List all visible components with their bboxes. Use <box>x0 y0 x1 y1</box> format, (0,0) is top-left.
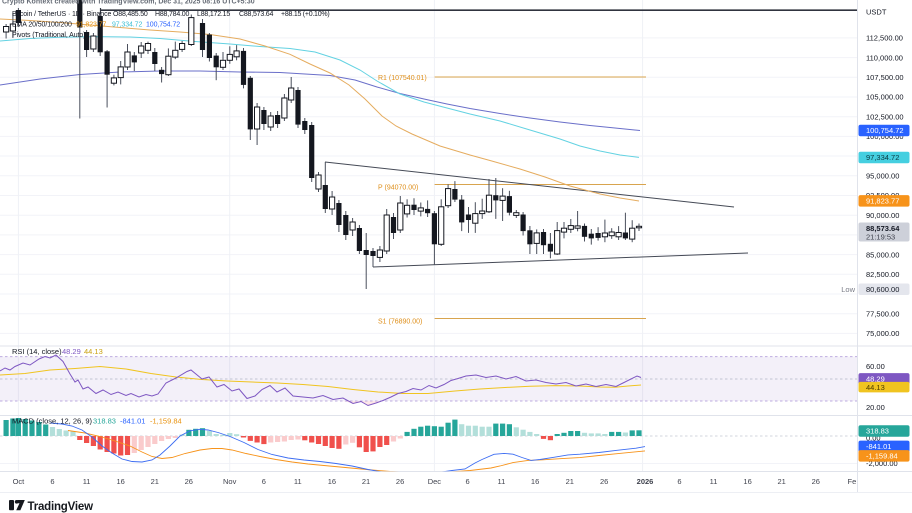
svg-text:-841.01: -841.01 <box>866 442 891 451</box>
svg-text:80,600.00: 80,600.00 <box>866 285 899 294</box>
svg-text:97,334.72: 97,334.72 <box>866 153 899 162</box>
svg-text:60.00: 60.00 <box>866 362 885 371</box>
svg-text:26: 26 <box>185 477 193 486</box>
svg-text:26: 26 <box>396 477 404 486</box>
svg-text:R1 (107540.01): R1 (107540.01) <box>378 75 427 82</box>
svg-text:Oct: Oct <box>13 477 26 486</box>
svg-text:100,754.72: 100,754.72 <box>146 22 180 29</box>
svg-text:105,000.00: 105,000.00 <box>866 93 904 102</box>
svg-text:Dec: Dec <box>428 477 442 486</box>
svg-text:C88,573.64: C88,573.64 <box>239 11 274 18</box>
svg-text:16: 16 <box>117 477 125 486</box>
svg-text:100,000.00: 100,000.00 <box>866 132 904 141</box>
svg-text:+88.15 (+0.10%): +88.15 (+0.10%) <box>281 11 329 18</box>
svg-text:16: 16 <box>328 477 336 486</box>
svg-text:L88,172.15: L88,172.15 <box>197 11 230 18</box>
svg-text:2026: 2026 <box>637 477 654 486</box>
svg-text:MACD (close, 12, 26, 9): MACD (close, 12, 26, 9) <box>12 417 93 426</box>
svg-text:91,823.77: 91,823.77 <box>866 197 899 206</box>
svg-text:USDT: USDT <box>866 8 887 17</box>
svg-text:S1 (76890.00): S1 (76890.00) <box>378 318 422 325</box>
svg-text:RSI (14, close): RSI (14, close) <box>12 347 62 356</box>
svg-text:20.00: 20.00 <box>866 403 885 412</box>
svg-text:Nov: Nov <box>223 477 237 486</box>
svg-text:21: 21 <box>151 477 159 486</box>
svg-text:Crypto Kontext created with Tr: Crypto Kontext created with TradingView.… <box>2 0 255 6</box>
svg-text:H88,784.00: H88,784.00 <box>155 11 190 18</box>
svg-text:318.83: 318.83 <box>866 427 889 436</box>
svg-text:95,000.00: 95,000.00 <box>866 172 899 181</box>
svg-text:11: 11 <box>498 477 506 486</box>
svg-text:97,334.72: 97,334.72 <box>112 22 142 29</box>
svg-text:-841.01: -841.01 <box>120 417 145 426</box>
svg-text:11: 11 <box>83 477 91 486</box>
svg-text:16: 16 <box>531 477 539 486</box>
svg-text:44.13: 44.13 <box>84 347 103 356</box>
svg-text:21: 21 <box>566 477 574 486</box>
svg-text:Pivots (Traditional, Auto): Pivots (Traditional, Auto) <box>12 32 85 39</box>
svg-text:82,500.00: 82,500.00 <box>866 270 899 279</box>
svg-text:44.13: 44.13 <box>866 383 885 392</box>
svg-text:0.00: 0.00 <box>866 434 881 443</box>
svg-text:6: 6 <box>50 477 54 486</box>
svg-text:100,754.72: 100,754.72 <box>866 126 904 135</box>
svg-text:P (94070.00): P (94070.00) <box>378 184 418 191</box>
svg-text:11: 11 <box>710 477 718 486</box>
svg-text:-1,159.84: -1,159.84 <box>866 452 898 461</box>
svg-text:TradingView: TradingView <box>28 501 94 513</box>
svg-text:112,500.00: 112,500.00 <box>866 34 903 43</box>
svg-text:6: 6 <box>466 477 470 486</box>
svg-text:21:19:53: 21:19:53 <box>866 233 895 242</box>
svg-text:-2,000.00: -2,000.00 <box>866 459 898 468</box>
svg-text:16: 16 <box>743 477 751 486</box>
svg-text:Bitcoin / TetherUS · 1D · Bina: Bitcoin / TetherUS · 1D · Binance <box>12 11 111 18</box>
svg-text:O88,485.50: O88,485.50 <box>113 11 148 18</box>
svg-text:11: 11 <box>294 477 302 486</box>
svg-text:26: 26 <box>812 477 820 486</box>
svg-text:21: 21 <box>362 477 370 486</box>
svg-text:26: 26 <box>600 477 608 486</box>
svg-text:85,000.00: 85,000.00 <box>866 250 899 259</box>
svg-text:110,000.00: 110,000.00 <box>866 53 903 62</box>
svg-text:77,500.00: 77,500.00 <box>866 309 899 318</box>
svg-text:-1,159.84: -1,159.84 <box>150 417 182 426</box>
svg-text:102,500.00: 102,500.00 <box>866 112 904 121</box>
svg-text:88,573.64: 88,573.64 <box>866 224 900 233</box>
svg-text:21: 21 <box>778 477 786 486</box>
svg-text:48.29: 48.29 <box>866 375 885 384</box>
svg-text:90,000.00: 90,000.00 <box>866 211 899 220</box>
svg-text:318.83: 318.83 <box>93 417 116 426</box>
svg-text:EMA 20/50/100/200: EMA 20/50/100/200 <box>12 22 72 29</box>
svg-text:91,823.77: 91,823.77 <box>76 22 106 29</box>
svg-text:107,500.00: 107,500.00 <box>866 73 904 82</box>
svg-text:6: 6 <box>262 477 266 486</box>
svg-text:Fe: Fe <box>848 477 857 486</box>
svg-text:75,000.00: 75,000.00 <box>866 329 899 338</box>
svg-text:48.29: 48.29 <box>62 347 81 356</box>
svg-text:6: 6 <box>677 477 681 486</box>
svg-text:Low: Low <box>841 285 855 294</box>
